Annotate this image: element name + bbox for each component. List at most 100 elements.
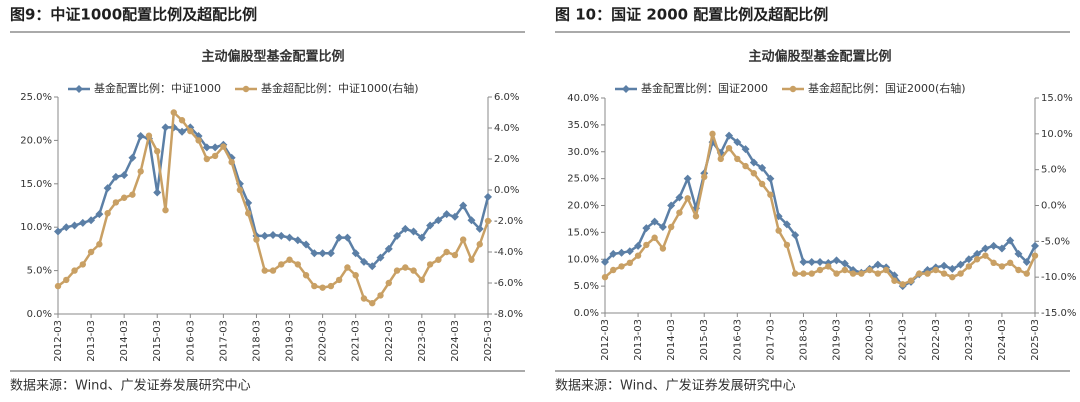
data-point: [402, 264, 409, 271]
data-point: [475, 224, 484, 233]
data-point: [410, 267, 417, 274]
x-tick-label: 2017-03: [765, 319, 776, 361]
data-point: [998, 263, 1006, 270]
data-point: [211, 143, 220, 152]
data-point: [318, 249, 327, 258]
data-point: [643, 241, 650, 249]
data-point: [326, 249, 335, 258]
data-point: [459, 236, 467, 243]
data-point: [484, 192, 492, 201]
data-point: [120, 194, 128, 201]
data-point: [202, 143, 211, 152]
data-point: [220, 143, 227, 150]
data-point: [128, 153, 137, 162]
data-point: [650, 217, 659, 226]
data-point: [62, 223, 71, 232]
data-point: [418, 276, 426, 284]
data-point: [891, 277, 898, 284]
data-point: [725, 131, 734, 140]
data-point: [186, 123, 195, 132]
x-tick-label: 2022-03: [384, 320, 395, 362]
data-point: [426, 221, 435, 230]
data-point: [261, 267, 268, 274]
data-point: [310, 249, 319, 258]
data-point: [932, 266, 939, 274]
y-tick-label: 25.0%: [567, 174, 599, 185]
data-point: [54, 227, 62, 236]
y-tick-label: 0.0%: [574, 308, 599, 319]
legend-label: 基金超配比例：中证1000(右轴): [261, 81, 419, 95]
data-point: [741, 145, 750, 154]
data-point: [964, 255, 973, 264]
x-tick-label: 2022-03: [931, 319, 942, 361]
data-point: [701, 173, 708, 181]
data-point: [800, 270, 807, 277]
data-point: [286, 256, 293, 263]
data-point: [1031, 252, 1039, 259]
data-point: [178, 117, 186, 124]
data-point: [377, 292, 384, 299]
data-point: [443, 248, 450, 256]
data-point: [667, 223, 675, 231]
data-point: [476, 241, 483, 248]
chart-title: 主动偏股型基金配置比例: [201, 49, 344, 65]
data-point: [997, 244, 1006, 253]
data-point: [195, 137, 202, 144]
x-tick-label: 2012-03: [53, 320, 64, 362]
data-point: [989, 241, 998, 250]
data-point: [327, 282, 335, 290]
x-tick-label: 2016-03: [185, 320, 196, 362]
data-point: [749, 158, 758, 167]
data-point: [368, 262, 377, 271]
data-point: [841, 266, 849, 274]
data-point: [750, 170, 758, 177]
data-point: [973, 256, 981, 263]
y2-tick-label: 0.0%: [494, 185, 519, 196]
data-point: [111, 172, 120, 181]
data-point: [742, 162, 749, 170]
y2-tick-label: 6.0%: [494, 92, 519, 103]
data-point: [956, 260, 965, 269]
data-point: [1014, 249, 1023, 258]
data-point: [137, 168, 144, 175]
legend-marker: [622, 85, 630, 93]
data-point: [335, 276, 343, 284]
data-point: [676, 209, 683, 216]
data-point: [816, 257, 824, 266]
data-point: [873, 260, 882, 269]
data-point: [79, 261, 87, 268]
data-point: [940, 261, 949, 270]
data-point: [948, 264, 957, 273]
data-point: [973, 249, 982, 258]
data-point: [153, 188, 162, 197]
data-point: [409, 227, 418, 236]
data-point: [840, 259, 849, 268]
data-point: [401, 224, 410, 233]
data-point: [825, 263, 832, 270]
legend-marker: [789, 85, 797, 93]
y2-tick-label: 4.0%: [494, 123, 519, 134]
y2-tick-label: 15.0%: [1041, 93, 1073, 104]
data-point: [269, 231, 277, 240]
data-point: [634, 241, 643, 250]
data-point: [269, 267, 277, 274]
data-point: [484, 217, 492, 225]
data-point: [87, 216, 96, 225]
data-point: [253, 236, 260, 243]
legend-label: 基金超配比例：国证2000(右轴): [808, 81, 966, 95]
data-point: [1023, 270, 1030, 277]
data-point: [882, 266, 890, 274]
y2-tick-label: -10.0%: [1041, 272, 1076, 283]
data-point: [625, 247, 634, 256]
data-point: [791, 270, 799, 277]
data-point: [467, 216, 476, 225]
legend-marker: [242, 85, 250, 93]
data-point: [103, 184, 112, 193]
data-point: [154, 148, 161, 155]
data-point: [642, 224, 651, 233]
y-tick-label: 5.0%: [574, 281, 599, 292]
x-tick-label: 2024-03: [450, 320, 461, 362]
y-tick-label: 15.0%: [20, 179, 52, 190]
data-point: [717, 155, 724, 163]
